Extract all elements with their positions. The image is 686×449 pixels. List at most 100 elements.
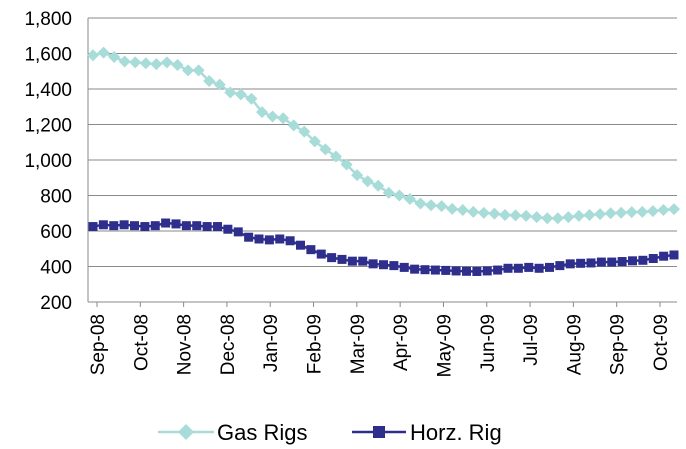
data-point <box>234 88 247 101</box>
data-point <box>435 200 448 213</box>
data-point <box>140 222 150 232</box>
data-point <box>534 263 544 273</box>
data-point <box>254 234 264 244</box>
data-point <box>451 266 461 276</box>
data-point <box>287 119 300 132</box>
data-point <box>477 206 490 219</box>
data-point <box>379 260 388 270</box>
x-tick-label: Aug-09 <box>564 314 585 375</box>
data-point <box>296 240 305 250</box>
data-point <box>617 257 627 267</box>
legend-item-horz-rig: Horz. Rig <box>352 420 502 445</box>
data-point <box>308 135 321 148</box>
data-point <box>607 257 617 267</box>
y-tick-label: 600 <box>40 222 72 243</box>
x-tick-label: Sep-08 <box>88 314 109 375</box>
x-tick-label: Mar-09 <box>348 314 369 374</box>
data-point <box>203 75 216 88</box>
data-point <box>139 57 152 70</box>
data-point <box>659 251 669 261</box>
data-point <box>118 55 131 68</box>
x-tick-label: Oct-08 <box>131 314 152 371</box>
data-point <box>555 261 565 271</box>
data-point <box>628 256 637 266</box>
data-point <box>488 207 501 220</box>
y-tick-label: 400 <box>40 258 72 279</box>
data-point <box>150 58 163 71</box>
data-point <box>467 205 480 218</box>
data-point <box>213 78 226 91</box>
data-point <box>382 186 395 199</box>
axes <box>87 18 677 303</box>
data-point <box>347 256 357 266</box>
data-point <box>545 262 554 272</box>
data-point <box>520 209 533 222</box>
x-tick-label: Apr-09 <box>391 314 412 371</box>
data-point <box>572 209 585 222</box>
x-tick-label: Feb-09 <box>305 314 326 374</box>
y-tick-labels: 1,800 1,600 1,400 1,200 1,000 800 600 400 200 <box>24 9 72 314</box>
data-point <box>562 211 575 224</box>
x-tick-label: Dec-08 <box>218 314 239 375</box>
data-point <box>541 212 554 225</box>
data-point <box>425 199 438 212</box>
data-point <box>351 169 364 182</box>
data-point <box>213 222 222 232</box>
data-point <box>441 265 451 275</box>
x-tick-label: Jun-09 <box>478 314 499 372</box>
data-point <box>493 265 503 275</box>
data-point <box>361 175 374 188</box>
data-point <box>657 204 670 217</box>
data-point <box>389 261 399 271</box>
data-point <box>472 266 482 276</box>
legend-label-gas-rigs: Gas Rigs <box>217 420 307 445</box>
y-tick-label: 1,000 <box>24 151 72 172</box>
data-point <box>275 234 285 244</box>
y-tick-label: 800 <box>40 187 72 208</box>
data-point <box>109 221 119 231</box>
data-point <box>482 266 492 276</box>
data-point <box>393 189 406 202</box>
data-point <box>88 222 98 232</box>
data-point <box>327 253 337 263</box>
data-point <box>638 255 648 265</box>
data-point <box>583 209 596 222</box>
data-point <box>513 263 523 273</box>
data-point <box>669 250 679 260</box>
y-tick-label: 1,600 <box>24 45 72 66</box>
data-point <box>224 86 237 99</box>
x-tick-labels: Sep-08 Oct-08 Nov-08 Dec-08 Jan-09 Feb-09 Mar-… <box>88 302 672 377</box>
data-point <box>119 220 129 230</box>
data-point <box>648 254 658 264</box>
data-point <box>403 193 416 206</box>
data-point <box>161 218 171 228</box>
data-point <box>565 259 575 269</box>
data-point <box>358 256 368 266</box>
data-point <box>596 257 606 267</box>
data-point <box>551 212 564 225</box>
data-point <box>430 265 440 275</box>
data-point <box>244 232 254 242</box>
series-horz-rig <box>88 218 679 276</box>
data-point <box>245 92 258 105</box>
legend-label-horz-rig: Horz. Rig <box>410 420 502 445</box>
data-point <box>509 209 522 222</box>
data-point <box>87 49 99 62</box>
y-tick-label: 1,400 <box>24 80 72 101</box>
data-point <box>368 259 378 269</box>
data-point <box>604 207 617 220</box>
data-point <box>337 254 347 264</box>
data-point <box>130 221 139 231</box>
data-point <box>410 264 420 274</box>
x-tick-label: Jan-09 <box>261 314 282 372</box>
data-point <box>192 221 202 231</box>
data-point <box>319 143 332 156</box>
x-tick-label: Oct-09 <box>651 314 672 371</box>
data-point <box>329 150 342 163</box>
data-point <box>594 208 607 221</box>
data-point <box>340 158 353 171</box>
series-gas-rigs <box>87 46 680 225</box>
data-point <box>586 258 596 268</box>
x-tick-label: Nov-08 <box>175 314 196 375</box>
